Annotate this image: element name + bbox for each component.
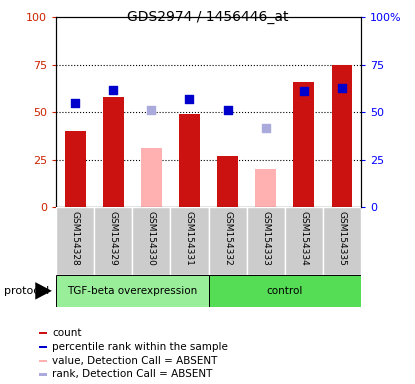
Text: rank, Detection Call = ABSENT: rank, Detection Call = ABSENT <box>52 369 213 379</box>
Point <box>186 96 193 102</box>
Polygon shape <box>35 282 52 300</box>
Bar <box>103 97 124 207</box>
Bar <box>179 114 200 207</box>
Bar <box>332 65 352 207</box>
Text: GSM154328: GSM154328 <box>71 211 80 265</box>
Text: GDS2974 / 1456446_at: GDS2974 / 1456446_at <box>127 10 288 23</box>
Bar <box>255 169 276 207</box>
Point <box>300 88 307 94</box>
Bar <box>56 207 94 275</box>
Bar <box>39 346 47 348</box>
Bar <box>94 207 132 275</box>
Bar <box>39 333 47 334</box>
Point <box>339 84 345 91</box>
Bar <box>285 207 323 275</box>
Point <box>110 86 117 93</box>
Text: GSM154332: GSM154332 <box>223 211 232 265</box>
Text: percentile rank within the sample: percentile rank within the sample <box>52 342 228 352</box>
Text: GSM154330: GSM154330 <box>147 211 156 266</box>
Bar <box>65 131 85 207</box>
Bar <box>323 207 361 275</box>
Text: GSM154334: GSM154334 <box>299 211 308 265</box>
Bar <box>39 373 47 376</box>
Text: GSM154331: GSM154331 <box>185 211 194 266</box>
Text: GSM154333: GSM154333 <box>261 211 270 266</box>
Bar <box>247 207 285 275</box>
Bar <box>39 360 47 362</box>
Bar <box>141 149 162 207</box>
Text: value, Detection Call = ABSENT: value, Detection Call = ABSENT <box>52 356 218 366</box>
Point <box>224 108 231 114</box>
Text: control: control <box>266 286 303 296</box>
Bar <box>171 207 209 275</box>
Text: GSM154335: GSM154335 <box>337 211 347 266</box>
Bar <box>209 275 361 306</box>
Text: GSM154329: GSM154329 <box>109 211 118 265</box>
Point <box>72 100 78 106</box>
Text: TGF-beta overexpression: TGF-beta overexpression <box>67 286 198 296</box>
Bar <box>217 156 238 207</box>
Bar <box>209 207 247 275</box>
Point <box>262 124 269 131</box>
Bar <box>56 275 209 306</box>
Bar <box>132 207 171 275</box>
Bar <box>293 82 314 207</box>
Point <box>148 108 155 114</box>
Text: protocol: protocol <box>4 286 49 296</box>
Text: count: count <box>52 328 82 338</box>
